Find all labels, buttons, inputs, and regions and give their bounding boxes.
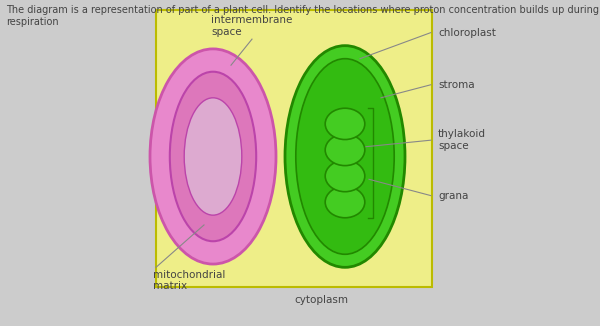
Ellipse shape [170,72,256,241]
Text: stroma: stroma [438,80,475,90]
Ellipse shape [325,186,365,218]
Text: thylakoid
space: thylakoid space [438,129,486,151]
Text: grana: grana [438,191,469,200]
Ellipse shape [285,46,405,267]
Ellipse shape [325,160,365,192]
Text: The diagram is a representation of part of a plant cell. Identify the locations : The diagram is a representation of part … [6,5,600,27]
Ellipse shape [325,108,365,140]
Ellipse shape [184,98,242,215]
Ellipse shape [325,134,365,166]
Ellipse shape [150,49,276,264]
Text: intermembrane
space: intermembrane space [211,15,293,37]
Text: mitochondrial
matrix: mitochondrial matrix [153,270,226,291]
Ellipse shape [296,59,394,254]
Text: cytoplasm: cytoplasm [294,295,348,305]
Bar [156,10,432,287]
Text: chloroplast: chloroplast [438,28,496,37]
